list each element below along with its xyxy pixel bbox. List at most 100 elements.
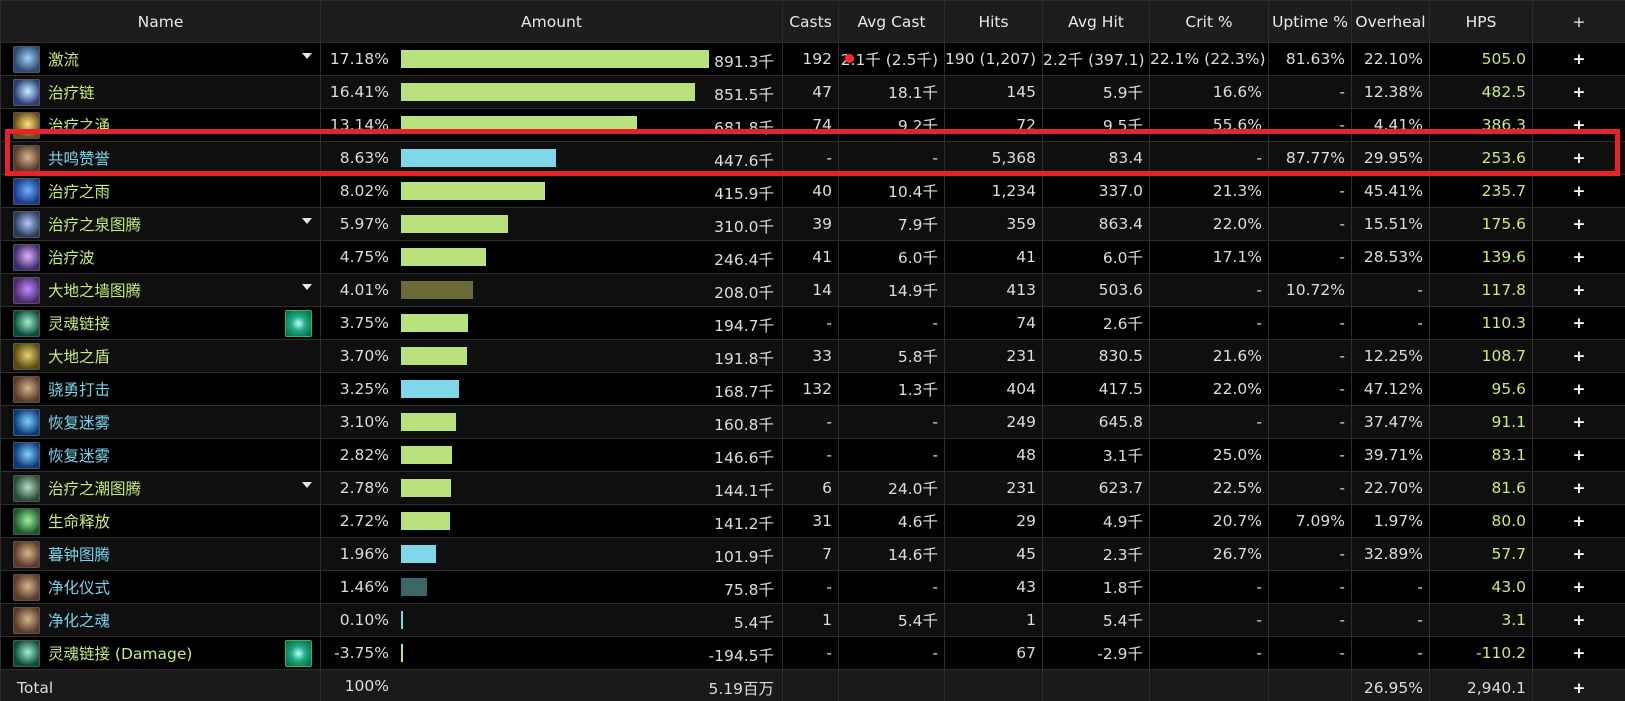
expand-button[interactable]: +: [1532, 141, 1625, 175]
column-header-5[interactable]: Avg Hit: [1042, 0, 1150, 43]
total-expand-button[interactable]: +: [1532, 669, 1625, 701]
table-row[interactable]: 生命释放 2.72% 141.2千 31 4.6千 29 4.9千 20.7% 7.09% 1.9…: [0, 504, 1625, 538]
spell-name-cell[interactable]: 治疗之潮图腾: [0, 471, 321, 505]
column-header-1[interactable]: Amount: [320, 0, 783, 43]
expand-button[interactable]: +: [1532, 471, 1625, 505]
spell-name[interactable]: 净化之魂: [48, 612, 111, 630]
table-row[interactable]: 治疗波 4.75% 246.4千 41 6.0千 41 6.0千 17.1% -28.53% 13…: [0, 240, 1625, 274]
caret-down-icon[interactable]: [302, 53, 312, 59]
column-header-10[interactable]: +: [1532, 0, 1625, 43]
column-header-2[interactable]: Casts: [782, 0, 839, 43]
spell-name[interactable]: 暮钟图腾: [48, 546, 111, 564]
spell-name[interactable]: 治疗之涌: [48, 117, 111, 135]
spell-name[interactable]: 治疗之雨: [48, 183, 111, 201]
expand-button[interactable]: +: [1532, 372, 1625, 406]
table-row[interactable]: 共鸣赞誉 8.63% 447.6千 - -5,368 83.4-87.77% 29.95% 2…: [0, 141, 1625, 175]
spell-name[interactable]: 骁勇打击: [48, 381, 111, 399]
expand-button[interactable]: +: [1532, 306, 1625, 340]
table-row[interactable]: 恢复迷雾 3.10% 160.8千 - -249 645.8- -37.47% 91.1 +: [0, 405, 1625, 439]
spell-name-cell[interactable]: 暮钟图腾: [0, 537, 321, 571]
table-row[interactable]: 治疗之潮图腾 2.78% 144.1千 6 24.0千 231 623.7 22.5% -22.…: [0, 471, 1625, 505]
spell-name-cell[interactable]: 净化之魂: [0, 603, 321, 637]
column-header-4[interactable]: Hits: [944, 0, 1043, 43]
expand-button[interactable]: +: [1532, 438, 1625, 472]
spell-name[interactable]: 激流: [48, 51, 80, 69]
expand-button[interactable]: +: [1532, 603, 1625, 637]
hps-cell: 80.0: [1429, 504, 1533, 538]
spell-name-cell[interactable]: 治疗之泉图腾: [0, 207, 321, 241]
caret-down-icon[interactable]: [302, 284, 312, 290]
amount-value: -194.5千: [708, 647, 774, 665]
expand-button[interactable]: +: [1532, 273, 1625, 307]
expand-button[interactable]: +: [1532, 405, 1625, 439]
spell-name-cell[interactable]: 治疗之涌: [0, 108, 321, 142]
spell-name[interactable]: 大地之盾: [48, 348, 111, 366]
expand-button[interactable]: +: [1532, 207, 1625, 241]
table-row[interactable]: 暮钟图腾 1.96% 101.9千 7 14.6千 45 2.3千 26.7% -32.89% 5…: [0, 537, 1625, 571]
total-empty-cell: [838, 669, 945, 701]
spell-name[interactable]: 净化仪式: [48, 579, 111, 597]
column-header-9[interactable]: HPS: [1429, 0, 1533, 43]
spell-name-cell[interactable]: 治疗波: [0, 240, 321, 274]
expand-button[interactable]: +: [1532, 75, 1625, 109]
spell-name[interactable]: 治疗之泉图腾: [48, 216, 142, 234]
spell-name-cell[interactable]: 骁勇打击: [0, 372, 321, 406]
expand-button[interactable]: +: [1532, 537, 1625, 571]
spell-name[interactable]: 灵魂链接: [48, 315, 111, 333]
amount-value: 681.8千: [714, 119, 774, 137]
table-row[interactable]: 净化仪式 1.46% 75.8千 - -43 1.8千 - - -43.0 +: [0, 570, 1625, 604]
spell-name[interactable]: 生命释放: [48, 513, 111, 531]
expand-button[interactable]: +: [1532, 339, 1625, 373]
table-row[interactable]: 灵魂链接 3.75% 194.7千 - -74 2.6千 - - -110.3 +: [0, 306, 1625, 340]
column-header-6[interactable]: Crit %: [1149, 0, 1269, 43]
expand-button[interactable]: +: [1532, 636, 1625, 670]
expand-button[interactable]: +: [1532, 174, 1625, 208]
red-dot-marker: [845, 54, 854, 63]
expand-button[interactable]: +: [1532, 570, 1625, 604]
spell-name-cell[interactable]: 大地之墙图腾: [0, 273, 321, 307]
table-row[interactable]: 恢复迷雾 2.82% 146.6千 - -48 3.1千 25.0% -39.71% 83.1 +: [0, 438, 1625, 472]
spell-name[interactable]: 治疗之潮图腾: [48, 480, 142, 498]
table-row[interactable]: 大地之墙图腾 4.01% 208.0千 14 14.9千 413 503.6-10.72% -…: [0, 273, 1625, 307]
spell-name-cell[interactable]: 生命释放: [0, 504, 321, 538]
spell-name[interactable]: 共鸣赞誉: [48, 150, 111, 168]
spell-name-cell[interactable]: 灵魂链接: [0, 306, 321, 340]
spell-name[interactable]: 恢复迷雾: [48, 414, 111, 432]
spell-name-cell[interactable]: 恢复迷雾: [0, 438, 321, 472]
column-header-3[interactable]: Avg Cast: [838, 0, 945, 43]
table-row[interactable]: 激流 17.18% 891.3千 192 2.1千 (2.5千) 190 (1,207) 2…: [0, 42, 1625, 76]
spell-name[interactable]: 治疗链: [48, 84, 95, 102]
caret-down-icon[interactable]: [302, 482, 312, 488]
spell-name[interactable]: 灵魂链接 (Damage): [48, 645, 193, 663]
table-row[interactable]: 灵魂链接 (Damage) -3.75% -194.5千 - -67 -2.9千 - - - -1…: [0, 636, 1625, 670]
spell-name-cell[interactable]: 恢复迷雾: [0, 405, 321, 439]
spell-name-cell[interactable]: 灵魂链接 (Damage): [0, 636, 321, 670]
table-row[interactable]: 净化之魂 0.10% 5.4千 1 5.4千 1 5.4千 - - -3.1 +: [0, 603, 1625, 637]
table-row[interactable]: 骁勇打击 3.25% 168.7千 132 1.3千 404 417.5 22.0% -47.1…: [0, 372, 1625, 406]
column-header-7[interactable]: Uptime %: [1268, 0, 1352, 43]
table-row[interactable]: 治疗之涌 13.14% 681.8千 74 9.2千 72 9.5千 55.6% -4.41% 3…: [0, 108, 1625, 142]
table-row[interactable]: 治疗之泉图腾 5.97% 310.0千 39 7.9千 359 863.4 22.0% -15.…: [0, 207, 1625, 241]
spell-name[interactable]: 大地之墙图腾: [48, 282, 142, 300]
avg-hit-cell: 337.0: [1042, 174, 1150, 208]
spell-name[interactable]: 恢复迷雾: [48, 447, 111, 465]
spell-name-cell[interactable]: 治疗之雨: [0, 174, 321, 208]
expand-button[interactable]: +: [1532, 240, 1625, 274]
table-row[interactable]: 大地之盾 3.70% 191.8千 33 5.8千 231 830.5 21.6% -12.25…: [0, 339, 1625, 373]
spell-name-cell[interactable]: 共鸣赞誉: [0, 141, 321, 175]
overheal-cell: 39.71%: [1351, 438, 1430, 472]
spell-name[interactable]: 治疗波: [48, 249, 95, 267]
avg-hit-cell: 645.8: [1042, 405, 1150, 439]
expand-button[interactable]: +: [1532, 42, 1625, 76]
expand-button[interactable]: +: [1532, 504, 1625, 538]
table-row[interactable]: 治疗链 16.41% 851.5千 47 18.1千 145 5.9千 16.6% -12.38…: [0, 75, 1625, 109]
spell-name-cell[interactable]: 激流: [0, 42, 321, 76]
column-header-8[interactable]: Overheal: [1351, 0, 1430, 43]
column-header-0[interactable]: Name: [0, 0, 321, 43]
table-row[interactable]: 治疗之雨 8.02% 415.9千 40 10.4千 1,234 337.0 21.3% -45…: [0, 174, 1625, 208]
spell-name-cell[interactable]: 净化仪式: [0, 570, 321, 604]
expand-button[interactable]: +: [1532, 108, 1625, 142]
caret-down-icon[interactable]: [302, 218, 312, 224]
spell-name-cell[interactable]: 治疗链: [0, 75, 321, 109]
spell-name-cell[interactable]: 大地之盾: [0, 339, 321, 373]
